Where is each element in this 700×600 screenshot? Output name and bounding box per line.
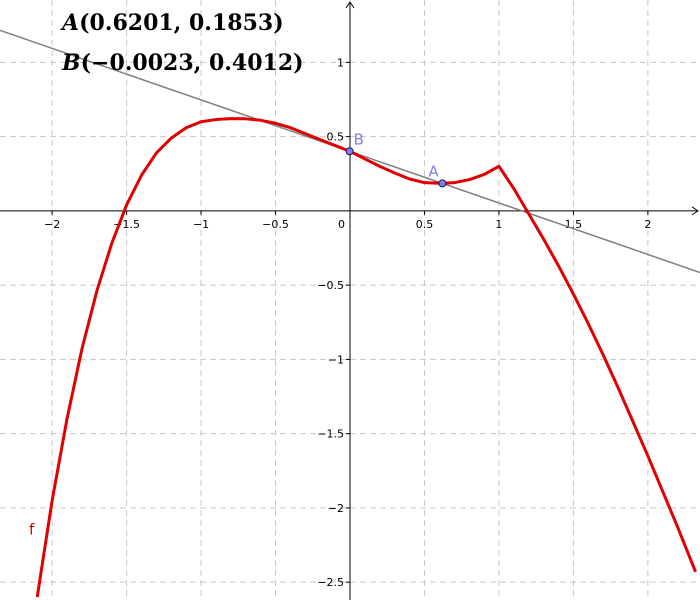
point-a-name: A	[62, 10, 80, 36]
origin-label: 0	[338, 218, 345, 231]
y-tick-label: −2.5	[317, 576, 344, 589]
point-b-name: B	[62, 50, 81, 76]
point-b-marker[interactable]	[345, 147, 354, 156]
point-b-coordinates: B(−0.0023, 0.4012)	[62, 50, 304, 76]
x-tick-label: −1	[193, 218, 209, 231]
point-a-label: A	[428, 162, 439, 180]
curve-f-label: f	[29, 521, 35, 539]
points-layer[interactable]: AB	[345, 130, 447, 188]
point-b-value: (−0.0023, 0.4012)	[80, 50, 304, 76]
x-tick-label: −0.5	[262, 218, 289, 231]
y-tick-label: −0.5	[317, 279, 344, 292]
point-a-marker[interactable]	[438, 179, 447, 188]
x-tick-label: −2	[44, 218, 60, 231]
x-tick-label: 1	[495, 218, 502, 231]
y-tick-label: −2	[328, 502, 344, 515]
x-axis-arrow	[691, 206, 699, 216]
y-tick-label: −1	[328, 353, 344, 366]
y-axis-arrow	[345, 1, 355, 9]
point-a-value: (0.6201, 0.1853)	[79, 10, 284, 36]
x-tick-label: 0.5	[416, 218, 434, 231]
point-a-coordinates: A(0.6201, 0.1853)	[62, 10, 284, 36]
y-tick-label: −1.5	[317, 428, 344, 441]
curve-f[interactable]	[35, 117, 697, 598]
x-tick-label: 2	[644, 218, 651, 231]
y-tick-label: 0.5	[327, 131, 345, 144]
y-tick-label: 1	[337, 56, 344, 69]
tick-labels: −2 −1.5 −1 −0.5 0.5 1 1.5 210.5−0.5−1−1.5−2−2.5…	[44, 56, 651, 589]
point-b-label: B	[354, 130, 364, 148]
